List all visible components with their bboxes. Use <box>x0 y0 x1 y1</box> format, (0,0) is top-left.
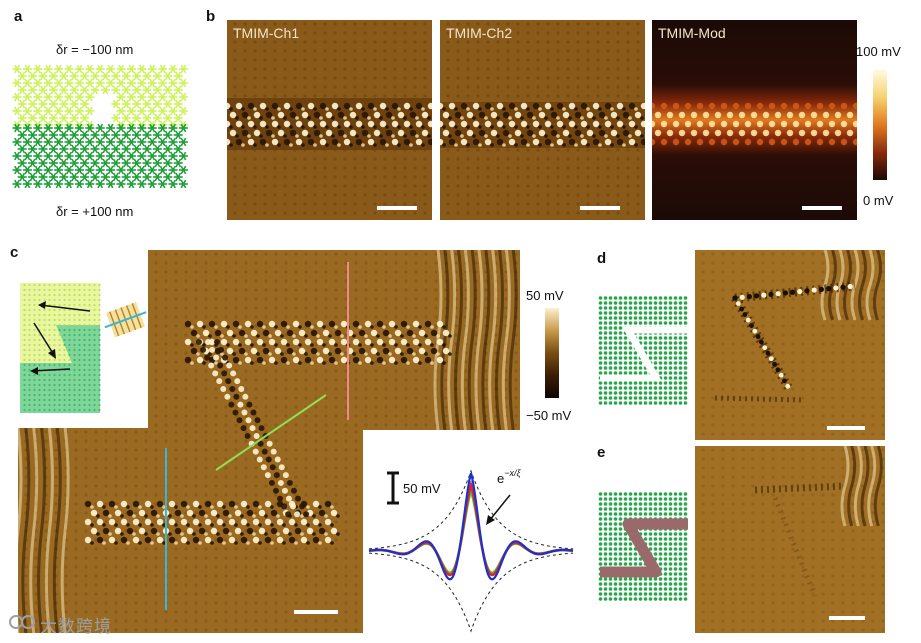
inset-scale-label: 50 mV <box>403 481 441 496</box>
scale-bar <box>827 426 865 430</box>
panel-a-letter: a <box>14 8 23 25</box>
scale-bar <box>580 206 620 210</box>
panel-e-letter: e <box>597 444 606 461</box>
panel-b-letter: b <box>206 8 216 25</box>
ripple-region <box>820 250 882 321</box>
panel-d-schematic <box>598 296 688 405</box>
profile-traces <box>368 472 574 581</box>
colorbar-c <box>545 308 559 398</box>
scale-bar <box>829 616 865 620</box>
colorbar-b-min-label: 0 mV <box>863 193 894 208</box>
ripple-region-left <box>18 428 70 633</box>
tmim-ch2-image <box>440 20 645 220</box>
panel-c-letter: c <box>10 244 19 261</box>
panel-c-diagonal-band <box>165 262 349 610</box>
tmim-ch1-label: TMIM-Ch1 <box>233 25 300 41</box>
watermark-logo-icon <box>9 615 35 629</box>
panel-d-map <box>695 250 885 440</box>
watermark-text: 大数跨境 <box>40 617 112 636</box>
panel-d-image <box>695 250 885 440</box>
tmim-ch1-map: TMIM-Ch1 <box>227 20 432 220</box>
tmim-ch2-map: TMIM-Ch2 <box>440 20 645 220</box>
panel-d-letter: d <box>597 250 607 267</box>
scale-bar <box>377 206 417 210</box>
scale-bar <box>802 206 842 210</box>
colorbar-c-min-label: −50 mV <box>526 408 572 423</box>
panel-e-schematic <box>598 492 688 601</box>
panel-e-map <box>695 446 885 633</box>
tmim-ch1-image <box>227 20 432 220</box>
tmim-mod-label: TMIM-Mod <box>658 25 726 41</box>
panel-c-upper-image <box>148 250 520 430</box>
line-profile-plot: 50 mV e−x/ξ <box>368 468 574 633</box>
tmim-ch2-label: TMIM-Ch2 <box>446 25 513 41</box>
panel-e-image <box>695 446 885 633</box>
panel-c-map-lower <box>18 428 363 633</box>
line-profile-inset: 50 mV e−x/ξ <box>365 455 577 633</box>
panel-a-top-label: δr = −100 nm <box>56 42 134 57</box>
tmim-mod-image <box>652 20 857 220</box>
panel-a-lattice <box>12 64 188 188</box>
colorbar-b-max-label: 100 mV <box>856 44 901 59</box>
scale-bar <box>294 610 338 614</box>
panel-c-schematic <box>20 283 147 413</box>
panel-c-lower-image <box>18 428 363 633</box>
tmim-mod-map: TMIM-Mod <box>652 20 857 220</box>
colorbar-b <box>873 70 887 180</box>
decay-envelope <box>368 469 574 633</box>
decay-fit-label: e−x/ξ <box>497 468 521 486</box>
panel-a-bottom-label: δr = +100 nm <box>56 204 134 219</box>
upper-lattice <box>12 64 188 130</box>
colorbar-c-max-label: 50 mV <box>526 288 564 303</box>
panel-c-map-upper <box>148 250 520 430</box>
lower-lattice <box>12 123 188 188</box>
green-cut-line <box>215 394 327 471</box>
